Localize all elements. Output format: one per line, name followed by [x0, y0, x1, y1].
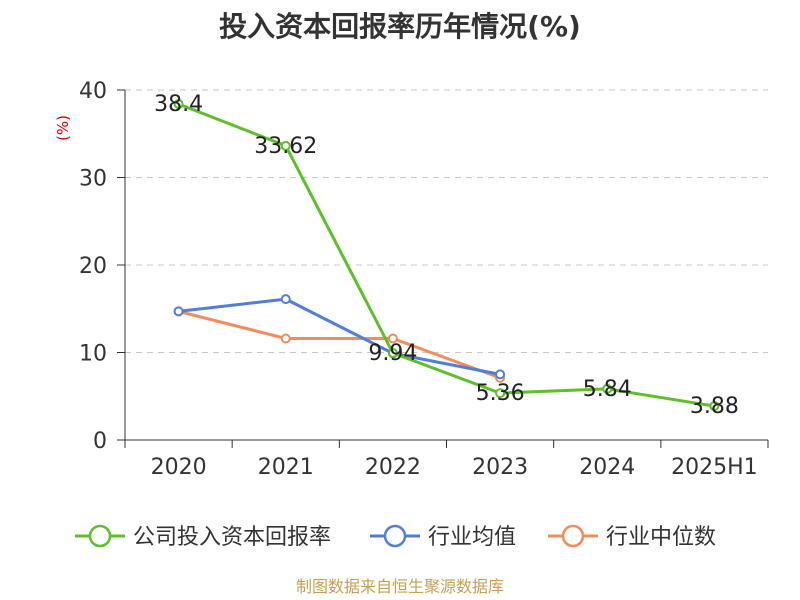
data-point-0 [387, 348, 398, 359]
data-label: 3.88 [690, 394, 739, 419]
series-line-2 [178, 309, 501, 380]
data-label: 33.62 [254, 134, 317, 159]
x-tick-label: 2024 [579, 455, 635, 480]
data-point-0 [709, 401, 720, 412]
x-tick-label: 2022 [365, 455, 421, 480]
data-point-1 [495, 369, 506, 380]
data-point-0 [173, 99, 184, 109]
legend: 公司投入资本回报率 行业均值 行业中位数 [75, 524, 716, 550]
chart-title: 投入资本回报率历年情况(%) [219, 10, 581, 43]
legend-marker-2 [561, 524, 585, 548]
y-tick-label: 40 [79, 79, 107, 104]
data-label: 5.36 [476, 381, 525, 406]
data-label: 5.84 [583, 377, 632, 402]
y-tick-label: 20 [79, 254, 107, 279]
x-tick-label: 2025H1 [671, 455, 758, 480]
data-point-2 [280, 333, 291, 344]
data-label: 9.94 [368, 341, 417, 366]
data-point-0 [280, 140, 291, 151]
y-axis-label: (%) [54, 115, 72, 141]
data-point-1 [173, 306, 184, 317]
legend-label-2: 行业中位数 [606, 525, 716, 550]
data-point-2 [387, 333, 398, 344]
legend-marker-1 [383, 524, 407, 548]
x-tick-label: 2020 [151, 455, 207, 480]
data-label: 38.4 [154, 92, 203, 117]
y-tick-label: 0 [93, 429, 107, 454]
x-tick-label: 2023 [472, 455, 528, 480]
legend-label-0: 公司投入资本回报率 [133, 525, 331, 550]
source-note: 制图数据来自恒生聚源数据库 [296, 577, 504, 596]
data-labels: 38.4 33.62 9.94 5.36 5.84 3.88 [154, 92, 739, 419]
series-line-0 [178, 102, 715, 408]
axes: 0 10 20 30 40 2020 2021 2022 2023 2024 2025H1 [79, 79, 769, 480]
y-tick-label: 10 [79, 342, 107, 367]
series-layer [173, 99, 720, 412]
x-tick-label: 2021 [258, 455, 314, 480]
legend-label-1: 行业均值 [428, 525, 516, 550]
data-point-1 [280, 294, 291, 305]
legend-marker-0 [88, 524, 112, 548]
data-point-0 [495, 388, 506, 399]
grid-lines [125, 89, 768, 353]
series-line-1 [178, 297, 501, 376]
data-point-0 [602, 383, 613, 394]
y-tick-label: 30 [79, 167, 107, 192]
